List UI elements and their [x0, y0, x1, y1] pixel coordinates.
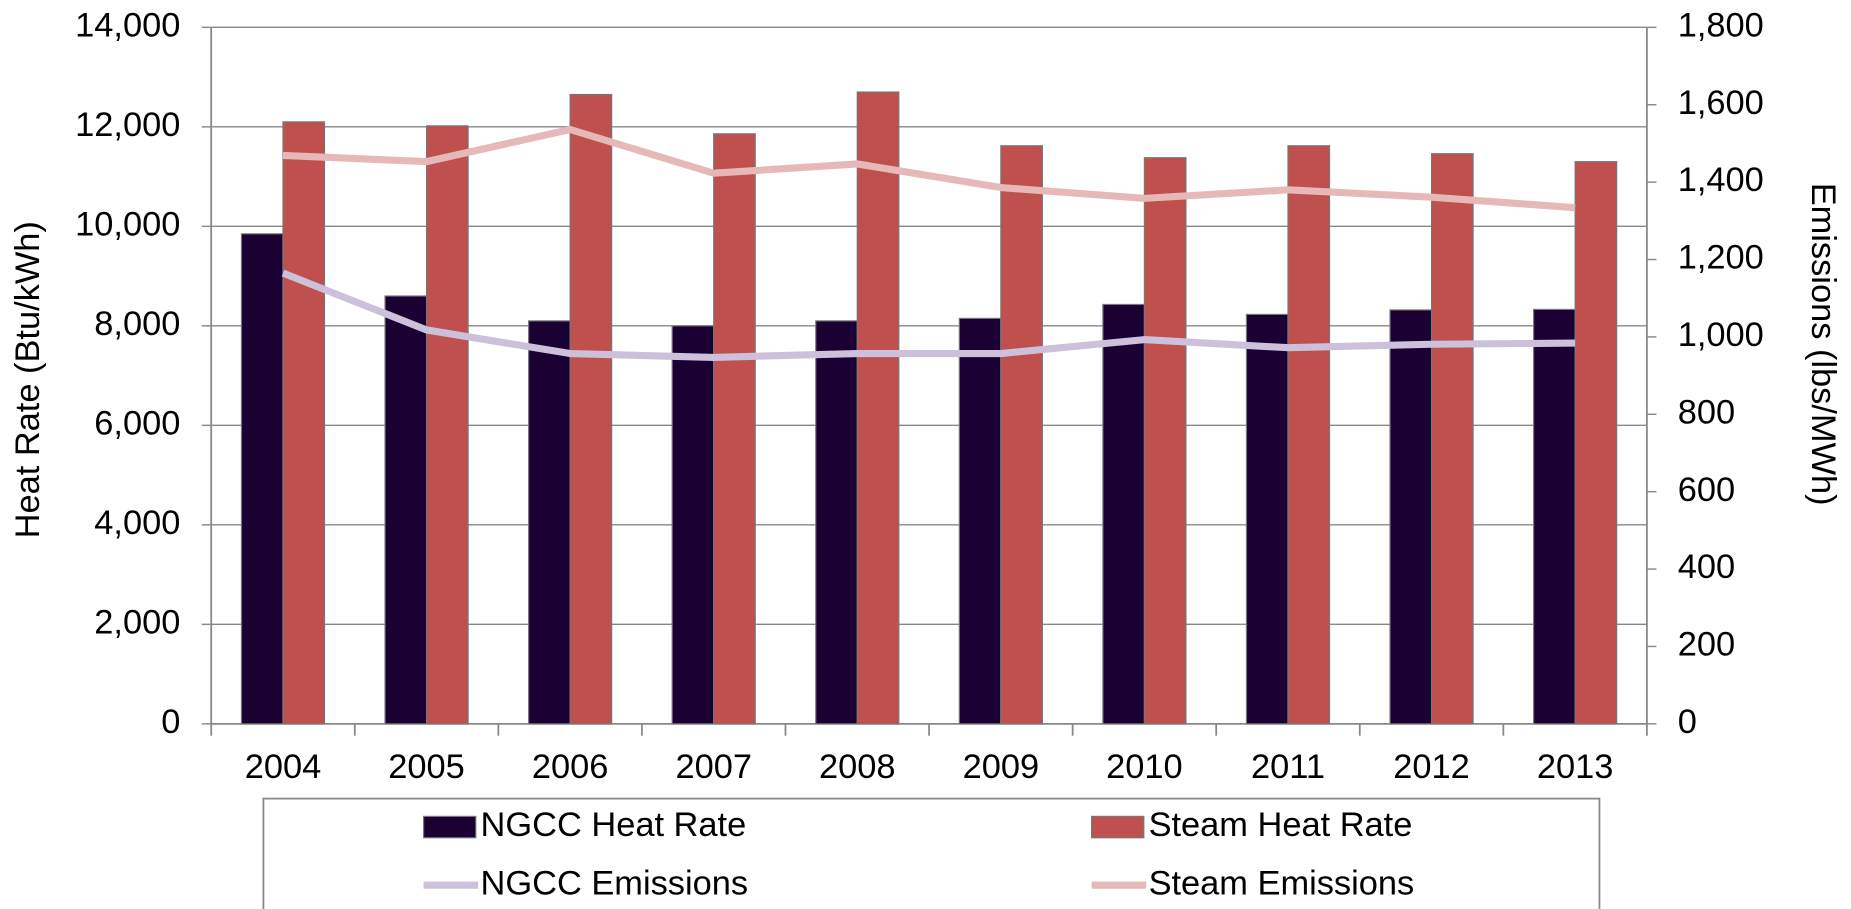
legend-label: NGCC Emissions — [481, 864, 749, 902]
y-axis-title: Heat Rate (Btu/kWh) — [9, 221, 47, 538]
bar — [1143, 157, 1187, 725]
y2-tick-label: 200 — [1678, 626, 1735, 664]
y-tick-label: 4,000 — [94, 504, 180, 542]
y-tick-label: 2,000 — [94, 603, 180, 641]
legend-label: Steam Emissions — [1149, 864, 1415, 902]
y-tick-label: 12,000 — [75, 106, 180, 144]
bar — [1574, 161, 1618, 725]
y2-tick-label: 1,400 — [1678, 161, 1764, 199]
bar — [528, 320, 571, 725]
y2-tick-label: 1,200 — [1678, 239, 1764, 277]
legend-box — [262, 797, 1601, 909]
y-tick-label: 6,000 — [94, 404, 180, 442]
x-tick-label: 2009 — [963, 748, 1040, 786]
bar — [569, 93, 613, 725]
x-tick-label: 2013 — [1537, 748, 1614, 786]
bar — [425, 125, 469, 725]
bar — [856, 91, 900, 725]
x-tick-label: 2006 — [532, 748, 609, 786]
y2-axis-title: Emissions (lbs/MWh) — [1804, 183, 1842, 506]
x-tick-label: 2007 — [675, 748, 752, 786]
bar — [384, 295, 428, 725]
bar — [1389, 309, 1433, 725]
x-tick-label: 2012 — [1393, 748, 1470, 786]
y-tick-label: 0 — [161, 703, 180, 741]
y2-tick-label: 1,000 — [1678, 316, 1764, 354]
legend-swatch — [1091, 815, 1145, 839]
bar — [1000, 145, 1043, 725]
y2-tick-label: 0 — [1678, 703, 1697, 741]
y-tick-label: 8,000 — [94, 305, 180, 343]
bar — [815, 320, 858, 725]
y-tick-label: 14,000 — [75, 6, 180, 44]
y2-tick-label: 800 — [1678, 393, 1735, 431]
y2-tick-label: 1,600 — [1678, 84, 1764, 122]
bar — [282, 121, 326, 725]
x-tick-label: 2005 — [388, 748, 465, 786]
y-tick-label: 10,000 — [75, 205, 180, 243]
bar — [1102, 303, 1146, 725]
bar — [958, 317, 1002, 725]
x-tick-label: 2010 — [1106, 748, 1183, 786]
legend-swatch — [423, 815, 477, 839]
bar — [1287, 145, 1331, 725]
bar — [1430, 153, 1474, 725]
bar — [671, 325, 715, 725]
line — [282, 125, 1576, 212]
y2-tick-label: 1,800 — [1678, 6, 1764, 44]
line — [281, 269, 1576, 361]
y2-tick-label: 600 — [1678, 471, 1735, 509]
x-tick-label: 2011 — [1251, 748, 1325, 786]
bar — [713, 133, 756, 725]
bar — [1245, 313, 1289, 725]
legend-label: NGCC Heat Rate — [481, 806, 747, 844]
bar — [240, 233, 284, 725]
x-tick-label: 2004 — [245, 748, 322, 786]
bar — [1533, 308, 1576, 725]
y2-tick-label: 400 — [1678, 548, 1735, 586]
x-tick-label: 2008 — [819, 748, 896, 786]
legend-label: Steam Heat Rate — [1149, 806, 1413, 844]
